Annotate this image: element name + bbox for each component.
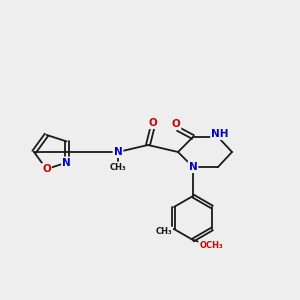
Text: N: N <box>189 162 197 172</box>
Text: O: O <box>172 119 180 129</box>
Text: N: N <box>62 158 71 168</box>
Text: N: N <box>114 147 122 157</box>
Text: O: O <box>42 164 51 174</box>
Text: O: O <box>148 118 158 128</box>
Text: CH₃: CH₃ <box>110 163 126 172</box>
Text: CH₃: CH₃ <box>156 227 172 236</box>
Text: NH: NH <box>211 129 229 139</box>
Text: OCH₃: OCH₃ <box>199 241 223 250</box>
